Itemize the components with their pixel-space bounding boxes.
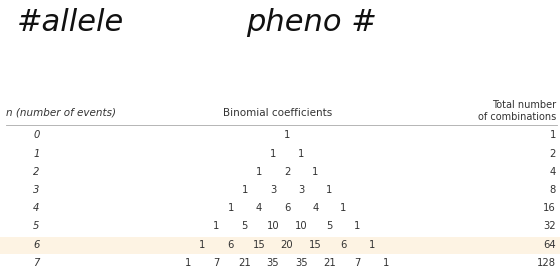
Text: 32: 32 (543, 221, 556, 231)
Text: 7: 7 (354, 258, 361, 266)
Text: 7: 7 (213, 258, 220, 266)
Text: 1: 1 (298, 148, 304, 159)
Text: 1: 1 (227, 203, 234, 213)
Text: 10: 10 (267, 221, 279, 231)
Text: 3: 3 (298, 185, 304, 195)
Text: 6: 6 (33, 240, 40, 250)
Text: 1: 1 (33, 148, 40, 159)
Text: 0: 0 (33, 130, 40, 140)
Text: Total number
of combinations: Total number of combinations (478, 100, 556, 122)
Text: 5: 5 (241, 221, 248, 231)
Text: 1: 1 (326, 185, 333, 195)
Text: 3: 3 (33, 185, 40, 195)
Text: 1: 1 (270, 148, 276, 159)
Text: 1: 1 (368, 240, 375, 250)
Text: 21: 21 (323, 258, 335, 266)
Text: 1: 1 (213, 221, 220, 231)
Text: 2: 2 (284, 167, 290, 177)
Text: 1: 1 (340, 203, 347, 213)
Text: 1: 1 (312, 167, 319, 177)
Text: 4: 4 (550, 167, 556, 177)
Text: 15: 15 (309, 240, 321, 250)
Text: 10: 10 (295, 221, 307, 231)
Text: 6: 6 (284, 203, 290, 213)
Text: 128: 128 (537, 258, 556, 266)
Text: 1: 1 (255, 167, 262, 177)
Text: 1: 1 (284, 130, 290, 140)
Text: 1: 1 (185, 258, 192, 266)
Text: 3: 3 (270, 185, 276, 195)
Text: 35: 35 (295, 258, 307, 266)
Text: pheno #: pheno # (246, 8, 377, 37)
Text: 2: 2 (33, 167, 40, 177)
Text: 2: 2 (550, 148, 556, 159)
Text: 1: 1 (354, 221, 361, 231)
Text: 8: 8 (550, 185, 556, 195)
Text: n (number of events): n (number of events) (6, 108, 115, 118)
Text: 6: 6 (340, 240, 347, 250)
Text: 5: 5 (33, 221, 40, 231)
Text: 35: 35 (267, 258, 279, 266)
Text: 1: 1 (550, 130, 556, 140)
Text: 16: 16 (543, 203, 556, 213)
Text: 1: 1 (199, 240, 206, 250)
Text: 4: 4 (312, 203, 318, 213)
Text: 5: 5 (326, 221, 333, 231)
Text: 6: 6 (227, 240, 234, 250)
Text: 4: 4 (33, 203, 40, 213)
Text: 21: 21 (239, 258, 251, 266)
Text: 4: 4 (256, 203, 262, 213)
Text: #allele: #allele (17, 8, 124, 37)
Text: 7: 7 (33, 258, 40, 266)
Text: 20: 20 (281, 240, 293, 250)
Text: Binomial coefficients: Binomial coefficients (222, 108, 332, 118)
Text: 1: 1 (241, 185, 248, 195)
Text: 1: 1 (382, 258, 389, 266)
Text: 64: 64 (543, 240, 556, 250)
Text: 15: 15 (253, 240, 265, 250)
